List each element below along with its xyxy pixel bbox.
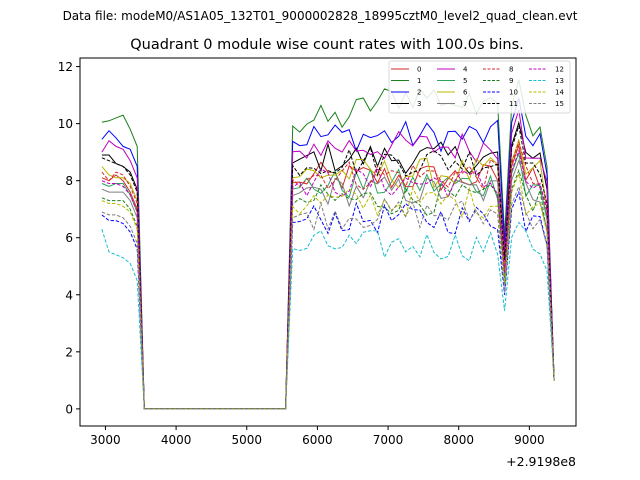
- series-line-14: [101, 171, 555, 410]
- series-line-8: [101, 140, 555, 410]
- legend-label-14: 14: [555, 89, 564, 97]
- legend-label-6: 6: [463, 89, 468, 97]
- series-line-15: [101, 185, 555, 410]
- y-tick-label: 8: [65, 174, 73, 188]
- y-tick-label: 12: [58, 60, 73, 74]
- legend-label-8: 8: [509, 66, 513, 74]
- legend-label-5: 5: [463, 77, 467, 85]
- legend-label-2: 2: [417, 89, 421, 97]
- y-tick-label: 10: [58, 117, 73, 131]
- x-tick-label: 8000: [443, 433, 474, 447]
- x-axis: 3000 4000 5000 6000 7000 8000 9000: [90, 426, 545, 447]
- series-line-9: [101, 168, 555, 410]
- series-line-6: [101, 138, 555, 410]
- y-tick-label: 4: [65, 288, 73, 302]
- legend-label-13: 13: [555, 77, 564, 85]
- plot-frame: [79, 57, 577, 427]
- legend-frame: [388, 60, 571, 114]
- x-tick-label: 6000: [302, 433, 333, 447]
- x-tick-label: 7000: [373, 433, 404, 447]
- y-tick-label: 6: [65, 231, 73, 245]
- series-line-10: [101, 190, 555, 410]
- x-tick-label: 3000: [90, 433, 121, 447]
- legend-label-4: 4: [463, 66, 468, 74]
- legend-label-12: 12: [555, 66, 564, 74]
- series-line-12: [101, 149, 555, 410]
- y-tick-label: 0: [65, 402, 73, 416]
- legend-label-9: 9: [509, 77, 513, 85]
- legend-label-3: 3: [417, 100, 421, 108]
- series-line-13: [101, 221, 555, 410]
- legend-label-10: 10: [509, 89, 518, 97]
- legend-label-11: 11: [509, 100, 518, 108]
- x-tick-label: 4000: [161, 433, 192, 447]
- legend-label-1: 1: [417, 77, 421, 85]
- suptitle: Data file: modeM0/AS1A05_132T01_90000028…: [63, 9, 578, 23]
- series-layer: [101, 79, 555, 410]
- series-line-11: [101, 125, 555, 410]
- legend-label-0: 0: [417, 66, 421, 74]
- series-line-7: [101, 159, 555, 410]
- legend-label-15: 15: [555, 100, 564, 108]
- y-tick-label: 2: [65, 345, 73, 359]
- series-line-4: [101, 109, 555, 410]
- series-line-1: [101, 79, 555, 410]
- legend-label-7: 7: [463, 100, 467, 108]
- x-tick-label: 9000: [514, 433, 545, 447]
- x-tick-label: 5000: [231, 433, 262, 447]
- y-axis: 0 2 4 6 8 10 12: [58, 60, 80, 416]
- x-offset-label: +2.9198e8: [506, 454, 576, 469]
- chart-title: Quadrant 0 module wise count rates with …: [130, 37, 524, 53]
